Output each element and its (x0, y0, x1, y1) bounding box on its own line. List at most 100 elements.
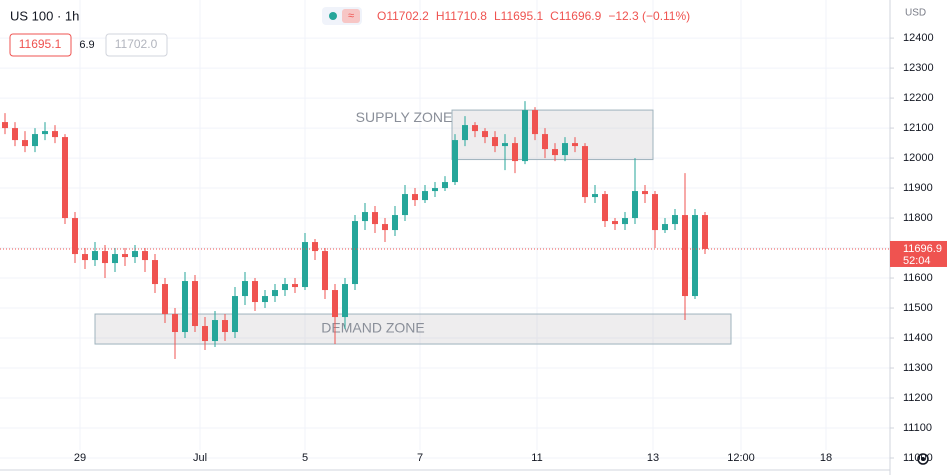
candle-body (72, 218, 78, 255)
candle-body (312, 242, 318, 252)
grid (0, 0, 890, 459)
candle-body (582, 146, 588, 198)
candle-body (492, 137, 498, 147)
candle-body (172, 314, 178, 333)
candle-body (302, 242, 308, 288)
candle-body (432, 188, 438, 192)
candles (0, 101, 890, 360)
y-tick-label: 11600 (903, 272, 933, 284)
candle-body (412, 194, 418, 201)
ohlc-value: C11696.9 (550, 9, 601, 23)
candle-body (152, 260, 158, 285)
candle-body (192, 281, 198, 327)
candle-body (592, 194, 598, 198)
zone-label: DEMAND ZONE (321, 320, 424, 336)
sell-button[interactable] (9, 33, 72, 57)
x-tick-label: 13 (647, 452, 659, 464)
currency: USD (905, 8, 926, 19)
candle-body (132, 251, 138, 258)
candle-body (272, 290, 278, 297)
candle-body (662, 224, 668, 231)
candle-body (52, 131, 58, 138)
candle-body (682, 215, 688, 297)
y-tick-label: 12000 (903, 152, 934, 164)
y-tick-label: 12300 (903, 62, 934, 74)
candle-body (562, 143, 568, 156)
candle-body (612, 221, 618, 225)
candle-body (542, 134, 548, 150)
candle-body (332, 290, 338, 318)
ohlc-value: H11710.8 (436, 9, 487, 23)
svg-text:≈: ≈ (348, 10, 354, 22)
candle-body (522, 110, 528, 162)
last-price-box (890, 240, 947, 267)
candle-body (12, 128, 18, 141)
candle-body (32, 134, 38, 147)
x-tick-label: 18 (820, 452, 832, 464)
zone (94, 313, 732, 345)
candle-body (352, 221, 358, 285)
toggle[interactable]: ≈ (322, 7, 362, 25)
candle-body (462, 125, 468, 141)
ohlc-value: L11695.1 (494, 9, 543, 23)
candle-body (362, 212, 368, 222)
candle-body (102, 251, 108, 264)
candle-body (42, 131, 48, 135)
candle-body (222, 320, 228, 333)
candle-body (232, 296, 238, 333)
candle-body (382, 224, 388, 231)
y-tick-label: 11100 (903, 422, 932, 434)
candle-body (482, 131, 488, 138)
buy-button[interactable] (105, 33, 168, 57)
candle-body (402, 194, 408, 216)
candle-body (212, 320, 218, 342)
candle-body (82, 254, 88, 261)
candle-body (182, 281, 188, 333)
last-price-label: 11696.9 (903, 243, 942, 255)
candle-body (672, 215, 678, 225)
candle-body (452, 140, 458, 183)
candle-body (22, 140, 28, 147)
candle-body (572, 143, 578, 147)
y-tick-label: 12100 (903, 122, 934, 134)
symbol: US 100 · 1h (10, 8, 79, 23)
candle-body (2, 122, 8, 129)
candle-body (392, 215, 398, 231)
candle-body (472, 125, 478, 132)
x-tick-label: Jul (193, 452, 207, 464)
candle-body (632, 191, 638, 219)
y-tick-label: 11300 (903, 362, 933, 374)
candle-body (442, 182, 448, 189)
candle-body (242, 281, 248, 297)
y-tick-label: 11200 (903, 392, 933, 404)
ohlc-value: −12.3 (−0.11%) (608, 9, 690, 23)
ohlc-value: O11702.2 (377, 9, 429, 23)
y-tick-label: 12400 (903, 32, 934, 44)
candle-body (692, 215, 698, 297)
candle-body (62, 137, 68, 219)
candle-body (372, 212, 378, 225)
y-tick-label: 11900 (903, 182, 933, 194)
candle-body (702, 215, 708, 249)
candle-body (142, 251, 148, 261)
x-tick-label: 29 (74, 452, 86, 464)
zone-label: SUPPLY ZONE (356, 109, 453, 125)
countdown: 52:04 (903, 255, 931, 267)
settings-icon[interactable] (917, 453, 929, 465)
spread: 6.9 (79, 39, 94, 51)
x-tick-label: 11 (531, 452, 542, 464)
candle-body (282, 284, 288, 291)
sell-price: 11695.1 (19, 37, 62, 51)
x-tick-label: 5 (302, 452, 308, 464)
candle-body (622, 218, 628, 225)
candle-body (252, 281, 258, 303)
candle-body (292, 284, 298, 288)
candle-body (652, 194, 658, 231)
candle-body (342, 284, 348, 318)
ohlc-header: O11702.2 H11710.8 L11695.1 C11696.9 −12.3 (−… (377, 9, 690, 23)
candle-body (322, 251, 328, 291)
x-tick-label: 7 (417, 452, 423, 464)
candle-body (502, 143, 508, 147)
